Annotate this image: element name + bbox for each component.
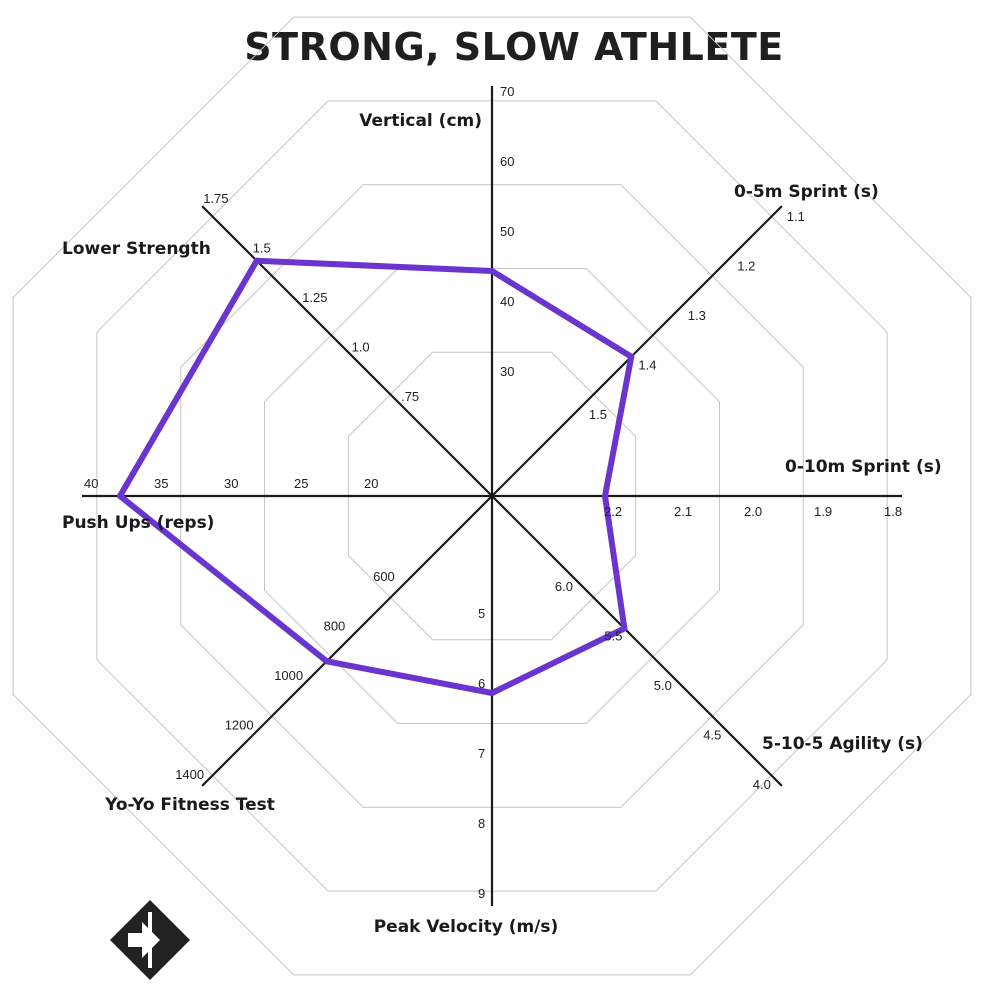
label-layer: 30 40 50 60 70 Vertical (cm) 1.5 1.4 1.3 1.2 1.1 0-…	[62, 84, 942, 937]
series-layer	[117, 257, 635, 696]
grid-ring-1	[347, 351, 637, 641]
data-point-5	[489, 690, 495, 696]
grid-ring-3	[180, 184, 804, 808]
tick-label: 40	[84, 476, 98, 491]
tick-label: 1.0	[352, 340, 370, 355]
tick-label: 20	[364, 476, 378, 491]
tick-label: 5.5	[604, 628, 622, 643]
tick-label: 2.0	[744, 504, 762, 519]
data-point-4	[621, 625, 628, 632]
tick-label: 25	[294, 476, 308, 491]
tick-label: 5	[478, 606, 485, 621]
grid-ring-5	[12, 16, 972, 976]
tick-label: 800	[324, 618, 346, 633]
data-point-6	[323, 658, 330, 665]
tick-label: 2.1	[674, 504, 692, 519]
axis-title: 0-10m Sprint (s)	[785, 457, 942, 477]
tick-label: 1.9	[814, 504, 832, 519]
tick-label: 1.8	[884, 504, 902, 519]
tick-label: 70	[500, 84, 514, 99]
grid-ring-2	[264, 268, 720, 724]
tick-label: 5.0	[654, 678, 672, 693]
axis-title: Lower Strength	[62, 239, 211, 259]
tick-label: 1.1	[787, 209, 805, 224]
tick-label: 1.3	[688, 308, 706, 323]
data-point-3	[602, 493, 608, 499]
tick-label: 1.25	[302, 290, 327, 305]
axis-title: Vertical (cm)	[359, 111, 482, 131]
tick-label: 35	[154, 476, 168, 491]
tick-label: 1.5	[253, 241, 271, 256]
tick-label: 30	[224, 476, 238, 491]
tick-label: 2.2	[604, 504, 622, 519]
data-point-7	[117, 493, 123, 499]
data-point-2	[628, 353, 635, 360]
tick-label: 60	[500, 154, 514, 169]
tick-label: 1.5	[589, 407, 607, 422]
tick-label: 7	[478, 746, 485, 761]
tick-label: 1200	[225, 717, 254, 732]
axis-title: 5-10-5 Agility (s)	[762, 734, 923, 754]
axis-title: 0-5m Sprint (s)	[734, 182, 879, 202]
tick-label: 6	[478, 676, 485, 691]
axis-title: Yo-Yo Fitness Test	[104, 795, 275, 815]
tick-label: 8	[478, 816, 485, 831]
grid-rings	[12, 16, 972, 976]
axis-line-4	[491, 495, 783, 787]
tick-label: 1.75	[203, 191, 228, 206]
tick-label: 1000	[274, 668, 303, 683]
chart-title: STRONG, SLOW ATHLETE	[244, 25, 783, 69]
tick-label: 40	[500, 294, 514, 309]
tick-label: 30	[500, 364, 514, 379]
axis-line-2	[491, 205, 783, 497]
tick-label: 1.4	[638, 358, 656, 373]
tick-label: 4.5	[703, 727, 721, 742]
tick-label: 600	[373, 569, 395, 584]
axis-title: Peak Velocity (m/s)	[374, 917, 559, 937]
axis-line-8	[201, 205, 493, 497]
data-point-1	[489, 268, 495, 274]
tick-label: 1400	[175, 767, 204, 782]
data-point-8	[253, 257, 260, 264]
tick-label: 6.0	[555, 579, 573, 594]
tick-label: .75	[401, 389, 419, 404]
tick-label: 1.2	[737, 259, 755, 274]
grid-ring-4	[96, 100, 888, 892]
diamond-arrow-logo	[110, 900, 190, 980]
tick-label: 4.0	[753, 777, 771, 792]
axis-line-6	[201, 495, 493, 787]
axis-title: Push Ups (reps)	[62, 513, 214, 533]
tick-label: 9	[478, 886, 485, 901]
tick-label: 50	[500, 224, 514, 239]
axis-lines	[82, 86, 902, 906]
